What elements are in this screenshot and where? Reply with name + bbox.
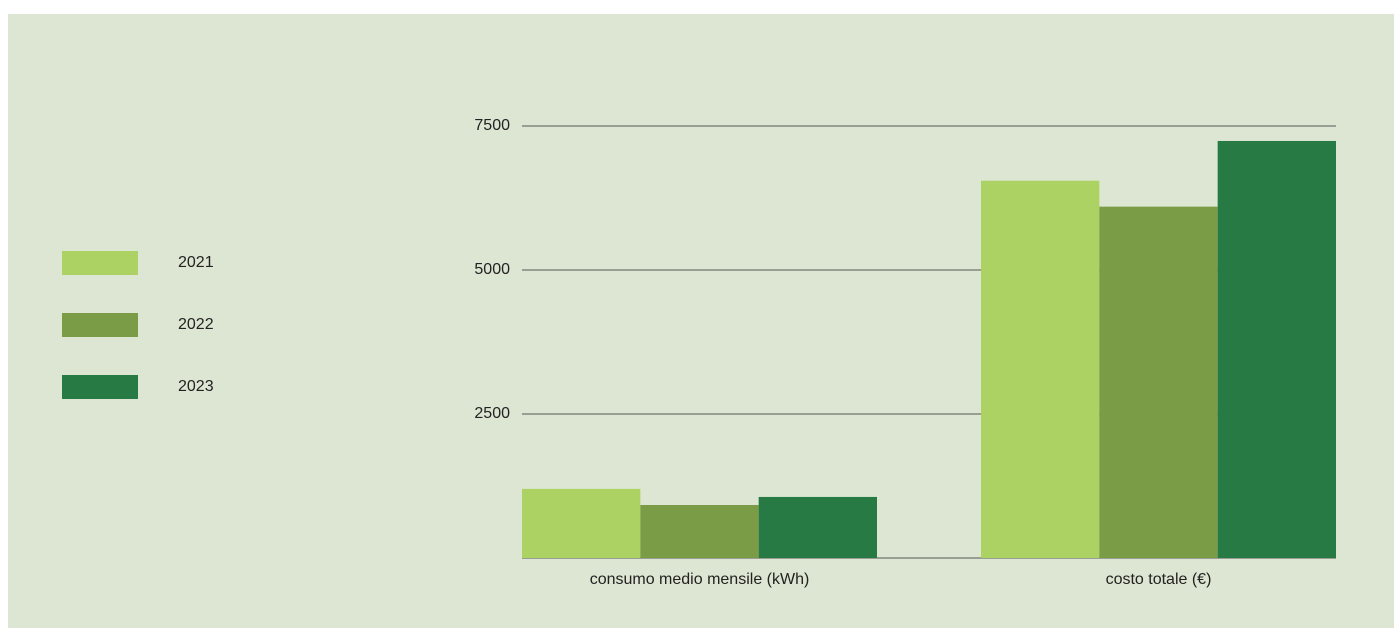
legend-label: 2023: [178, 378, 214, 395]
x-tick-label: consumo medio mensile (kWh): [590, 571, 810, 588]
legend-swatch: [62, 251, 138, 275]
bar: [640, 505, 759, 558]
y-tick-label: 2500: [474, 405, 510, 422]
legend-label: 2021: [178, 254, 214, 271]
legend-label: 2022: [178, 316, 214, 333]
bar: [1099, 206, 1218, 558]
bar: [981, 180, 1100, 558]
bar: [758, 496, 877, 558]
y-tick-label: 5000: [474, 261, 510, 278]
x-tick-label: costo totale (€): [1106, 571, 1212, 588]
bar: [1217, 140, 1336, 558]
legend-swatch: [62, 375, 138, 399]
bar: [522, 488, 641, 558]
y-tick-label: 7500: [474, 117, 510, 134]
legend-swatch: [62, 313, 138, 337]
